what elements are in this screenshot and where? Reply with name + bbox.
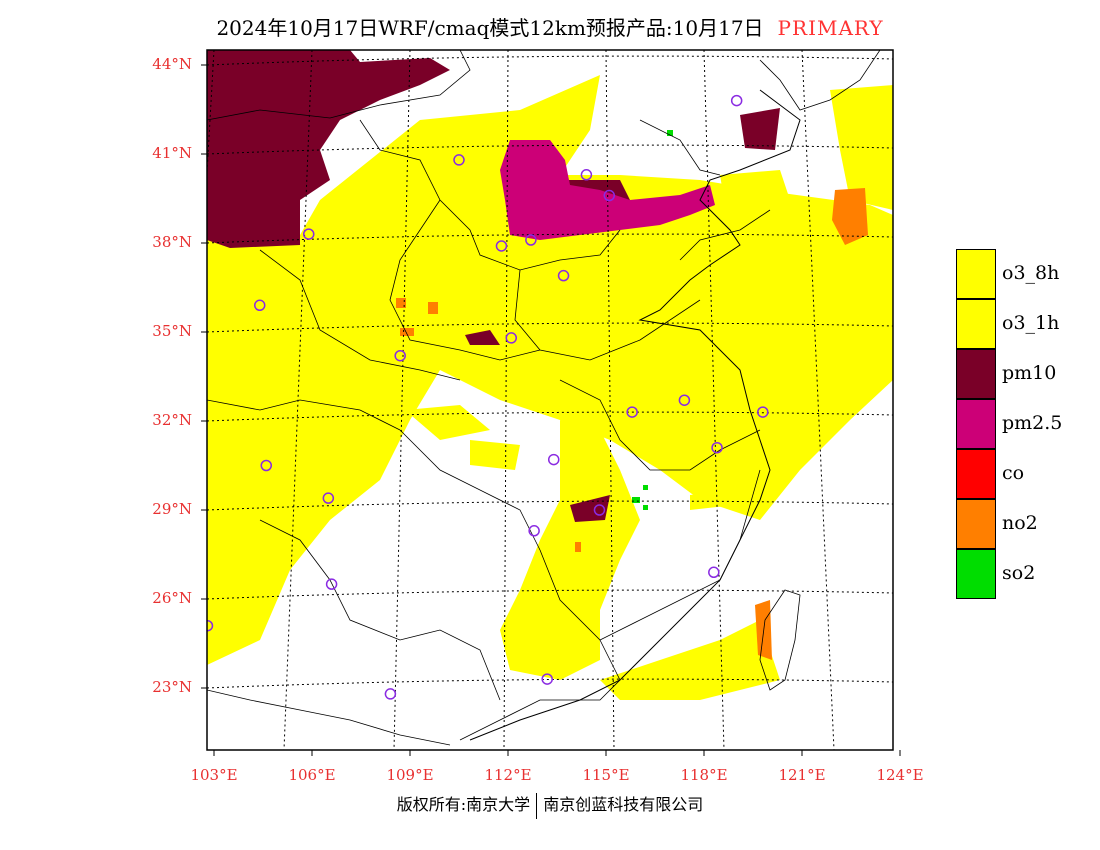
legend-swatch: [956, 349, 996, 399]
so2-region: [632, 130, 673, 510]
station-marker: [453, 154, 465, 166]
copyright-footer: 版权所有:南京大学 南京创蓝科技有限公司: [0, 791, 1100, 819]
legend-item: pm2.5: [956, 399, 1096, 449]
legend-label: so2: [1002, 562, 1036, 584]
station-marker: [384, 688, 397, 700]
meridian-line: [503, 50, 509, 750]
station-marker: [626, 406, 638, 418]
legend-item: so2: [956, 549, 1096, 599]
lon-label: 106°E: [288, 766, 336, 784]
station-marker: [525, 234, 537, 246]
pm25-region: [500, 140, 715, 240]
legend-swatch: [956, 249, 996, 299]
coastline: [469, 89, 801, 741]
station-marker: [505, 332, 518, 344]
station-marker: [603, 189, 616, 202]
station-marker: [541, 673, 553, 685]
lon-label: 121°E: [778, 766, 826, 784]
lat-label: 44°N: [152, 55, 192, 73]
station-marker: [711, 441, 723, 454]
station-marker: [322, 492, 335, 504]
station-marker: [528, 525, 540, 537]
map-title: 2024年10月17日WRF/cmaq模式12km预报产品:10月17日 PRIM…: [0, 12, 1100, 41]
lon-label: 103°E: [190, 766, 238, 784]
lon-label: 109°E: [386, 766, 434, 784]
meridian-line: [605, 50, 615, 750]
legend-swatch: [956, 299, 996, 349]
lon-label: 112°E: [484, 766, 532, 784]
legend-label: pm2.5: [1002, 412, 1063, 434]
meridian-line: [283, 50, 313, 750]
station-marker: [708, 566, 720, 579]
lat-label: 41°N: [152, 144, 192, 162]
copyright-left: 版权所有:南京大学: [396, 795, 531, 814]
footer-separator: [536, 792, 538, 819]
legend-swatch: [956, 449, 996, 499]
station-marker: [260, 459, 273, 472]
legend-item: pm10: [956, 349, 1096, 399]
station-marker: [593, 504, 606, 516]
station-marker: [495, 240, 508, 252]
station-marker: [557, 269, 570, 282]
meridian-line: [801, 50, 835, 750]
station-marker: [580, 169, 593, 181]
legend-item: o3_8h: [956, 249, 1096, 299]
title-tag: PRIMARY: [777, 16, 884, 40]
station-marker: [730, 94, 743, 107]
title-main: 2024年10月17日WRF/cmaq模式12km预报产品:10月17日: [216, 16, 764, 40]
station-marker: [757, 406, 769, 418]
station-marker: [325, 578, 338, 590]
meridian-line: [900, 50, 944, 750]
legend-label: no2: [1002, 512, 1038, 534]
station-marker: [678, 394, 691, 406]
legend: o3_8h o3_1h pm10 pm2.5 co no2 so2: [956, 249, 1096, 599]
station-marker: [394, 349, 406, 362]
legend-label: o3_8h: [1002, 262, 1060, 284]
o3-region: [207, 75, 893, 700]
lat-label: 29°N: [152, 500, 192, 518]
legend-item: no2: [956, 499, 1096, 549]
legend-item: co: [956, 449, 1096, 499]
legend-swatch: [956, 399, 996, 449]
legend-swatch: [956, 549, 996, 599]
station-marker: [547, 453, 560, 466]
meridian-line: [393, 50, 411, 750]
graticule: [207, 50, 944, 750]
legend-label: pm10: [1002, 362, 1057, 384]
lat-label: 26°N: [152, 589, 192, 607]
meridian-line: [703, 50, 725, 750]
legend-swatch: [956, 499, 996, 549]
copyright-right: 南京创蓝科技有限公司: [543, 795, 704, 814]
lon-label: 115°E: [582, 766, 630, 784]
lat-label: 35°N: [152, 322, 192, 340]
lon-label: 124°E: [876, 766, 924, 784]
lat-label: 23°N: [152, 678, 192, 696]
lat-label: 32°N: [152, 411, 192, 429]
legend-label: o3_1h: [1002, 312, 1060, 334]
lon-label: 118°E: [680, 766, 728, 784]
map-frame: [206, 49, 894, 751]
lat-label: 38°N: [152, 233, 192, 251]
station-markers: [207, 94, 769, 700]
station-marker: [302, 228, 315, 240]
station-marker: [253, 299, 266, 312]
legend-item: o3_1h: [956, 299, 1096, 349]
legend-label: co: [1002, 462, 1025, 484]
